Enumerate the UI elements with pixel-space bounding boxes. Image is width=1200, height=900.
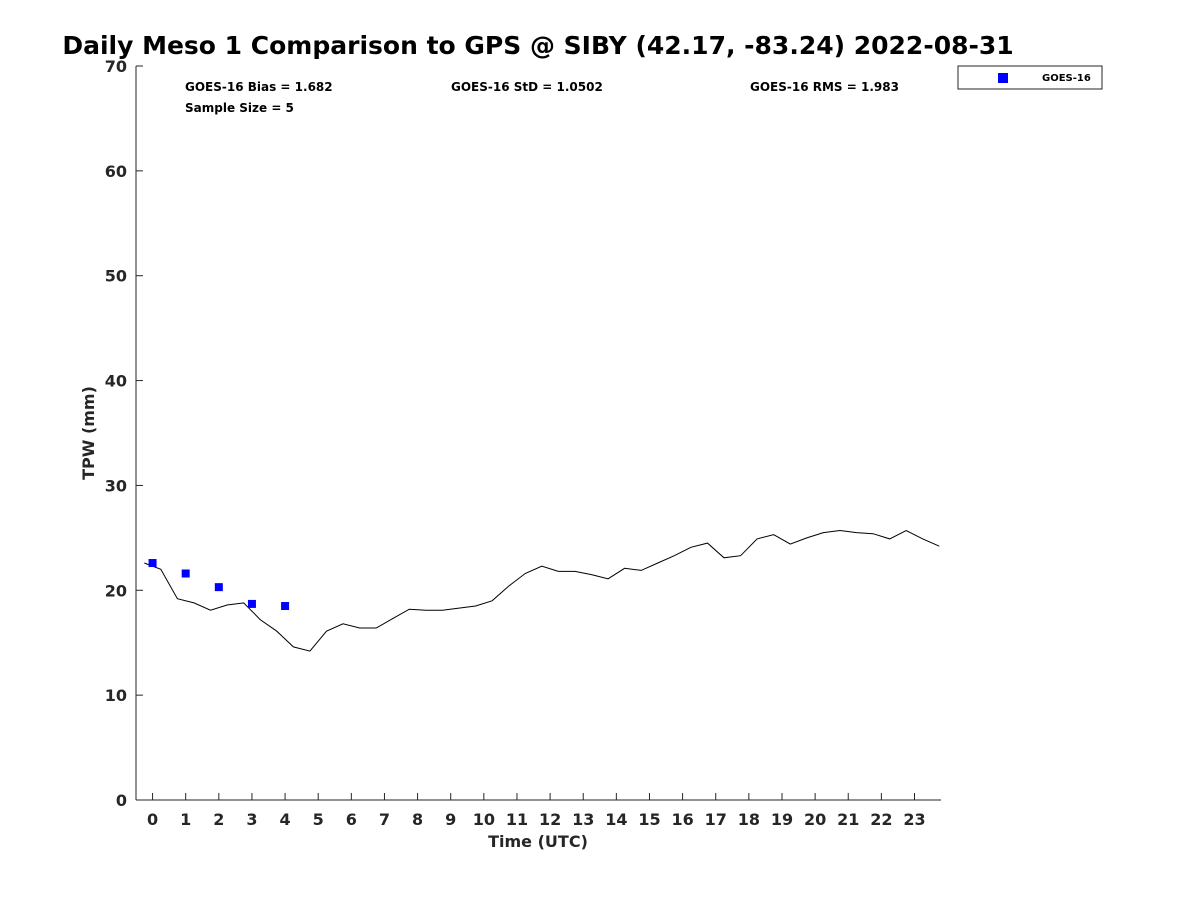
x-tick-label: 4 — [280, 810, 291, 829]
y-tick-label: 30 — [105, 476, 127, 495]
x-tick-label: 22 — [870, 810, 892, 829]
x-tick-label: 17 — [705, 810, 727, 829]
x-tick-label: 12 — [539, 810, 561, 829]
goes16-point — [181, 569, 190, 578]
goes16-point — [247, 599, 256, 608]
x-tick-label: 8 — [412, 810, 423, 829]
y-ticks: 0 10 20 30 40 50 60 70 — [105, 57, 143, 810]
goes16-point — [214, 583, 223, 592]
std-stat: GOES-16 StD = 1.0502 — [451, 80, 603, 94]
y-tick-label: 0 — [116, 791, 127, 810]
legend-box — [957, 65, 1103, 90]
legend-label-goes16: GOES-16 — [1042, 73, 1091, 84]
y-tick-label: 50 — [105, 267, 127, 286]
legend-marker-goes16 — [998, 73, 1008, 83]
x-tick-label: 21 — [837, 810, 859, 829]
x-tick-label: 15 — [638, 810, 660, 829]
x-tick-label: 11 — [506, 810, 528, 829]
sample-size-stat: Sample Size = 5 — [185, 101, 294, 115]
x-tick-label: 16 — [671, 810, 693, 829]
y-tick-label: 20 — [105, 581, 127, 600]
x-tick-label: 1 — [180, 810, 191, 829]
y-axis-label: TPW (mm) — [79, 386, 98, 480]
x-axis-label: Time (UTC) — [488, 832, 588, 851]
x-tick-label: 3 — [246, 810, 257, 829]
y-tick-label: 70 — [105, 57, 127, 76]
x-tick-label: 19 — [771, 810, 793, 829]
gps-tpw-line — [144, 529, 940, 652]
x-tick-label: 7 — [379, 810, 390, 829]
bias-stat: GOES-16 Bias = 1.682 — [185, 80, 333, 94]
x-tick-label: 6 — [346, 810, 357, 829]
x-tick-label: 2 — [213, 810, 224, 829]
x-tick-label: 0 — [147, 810, 158, 829]
x-tick-label: 10 — [473, 810, 495, 829]
goes16-point — [281, 602, 290, 611]
x-tick-label: 18 — [738, 810, 760, 829]
series-layer — [144, 529, 940, 652]
x-tick-label: 20 — [804, 810, 826, 829]
x-tick-label: 23 — [903, 810, 925, 829]
x-tick-label: 5 — [313, 810, 324, 829]
rms-stat: GOES-16 RMS = 1.983 — [750, 80, 899, 94]
x-tick-label: 9 — [445, 810, 456, 829]
y-tick-label: 60 — [105, 162, 127, 181]
goes16-point — [148, 559, 157, 568]
chart-title: Daily Meso 1 Comparison to GPS @ SIBY (4… — [62, 31, 1013, 60]
x-tick-label: 13 — [572, 810, 594, 829]
y-tick-label: 40 — [105, 372, 127, 391]
x-tick-label: 14 — [605, 810, 627, 829]
x-ticks: 0 1 2 3 4 5 6 7 8 9 10 11 12 13 14 15 16 17 18 19 20 21 22 23 — [147, 793, 926, 829]
legend: GOES-16 — [957, 65, 1103, 90]
y-tick-label: 10 — [105, 686, 127, 705]
